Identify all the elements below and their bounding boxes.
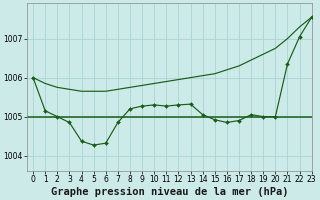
X-axis label: Graphe pression niveau de la mer (hPa): Graphe pression niveau de la mer (hPa) — [51, 186, 288, 197]
